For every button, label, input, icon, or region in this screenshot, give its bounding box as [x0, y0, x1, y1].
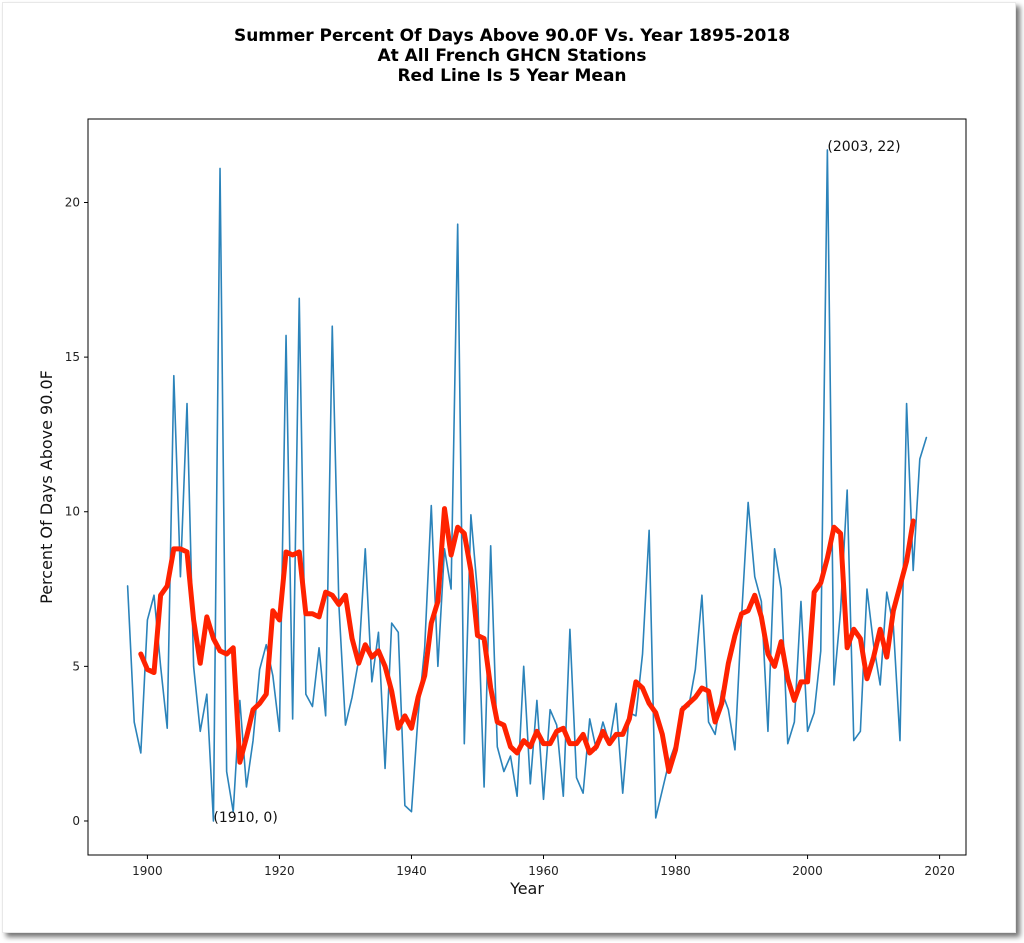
x-axis-ticks: 1900 1920 1940 1960 1980 2000 2020 — [132, 855, 955, 878]
x-tick-label: 1980 — [660, 864, 691, 878]
chart-title-line-2: At All French GHCN Stations — [377, 46, 647, 66]
y-axis-label: Percent Of Days Above 90.0F — [37, 370, 56, 604]
chart-title-line-3: Red Line Is 5 Year Mean — [397, 66, 627, 86]
y-tick-label: 0 — [72, 814, 80, 828]
plot-area — [126, 149, 928, 822]
x-axis-label: Year — [509, 879, 544, 898]
plot-frame — [87, 118, 967, 856]
chart-title: Summer Percent Of Days Above 90.0F Vs. Y… — [0, 26, 1024, 86]
annual-series-line — [126, 149, 928, 822]
x-tick-label: 2000 — [792, 864, 823, 878]
x-tick-label: 1920 — [264, 864, 295, 878]
five-year-mean-line — [138, 506, 916, 774]
figure-frame — [2, 2, 1016, 933]
y-tick-label: 10 — [65, 505, 80, 519]
y-tick-label: 20 — [65, 195, 80, 209]
annotations: (1910, 0) (2003, 22) — [213, 139, 900, 826]
annotation-label: (1910, 0) — [213, 810, 277, 826]
x-tick-label: 1960 — [528, 864, 559, 878]
y-axis-ticks: 0 5 10 15 20 — [65, 195, 88, 828]
x-tick-label: 1900 — [132, 864, 163, 878]
x-tick-label: 2020 — [924, 864, 955, 878]
y-tick-label: 5 — [72, 659, 80, 673]
chart-title-line-1: Summer Percent Of Days Above 90.0F Vs. Y… — [233, 26, 791, 46]
annotation-label: (2003, 22) — [827, 139, 900, 155]
y-tick-label: 15 — [65, 350, 80, 364]
x-tick-label: 1940 — [396, 864, 427, 878]
